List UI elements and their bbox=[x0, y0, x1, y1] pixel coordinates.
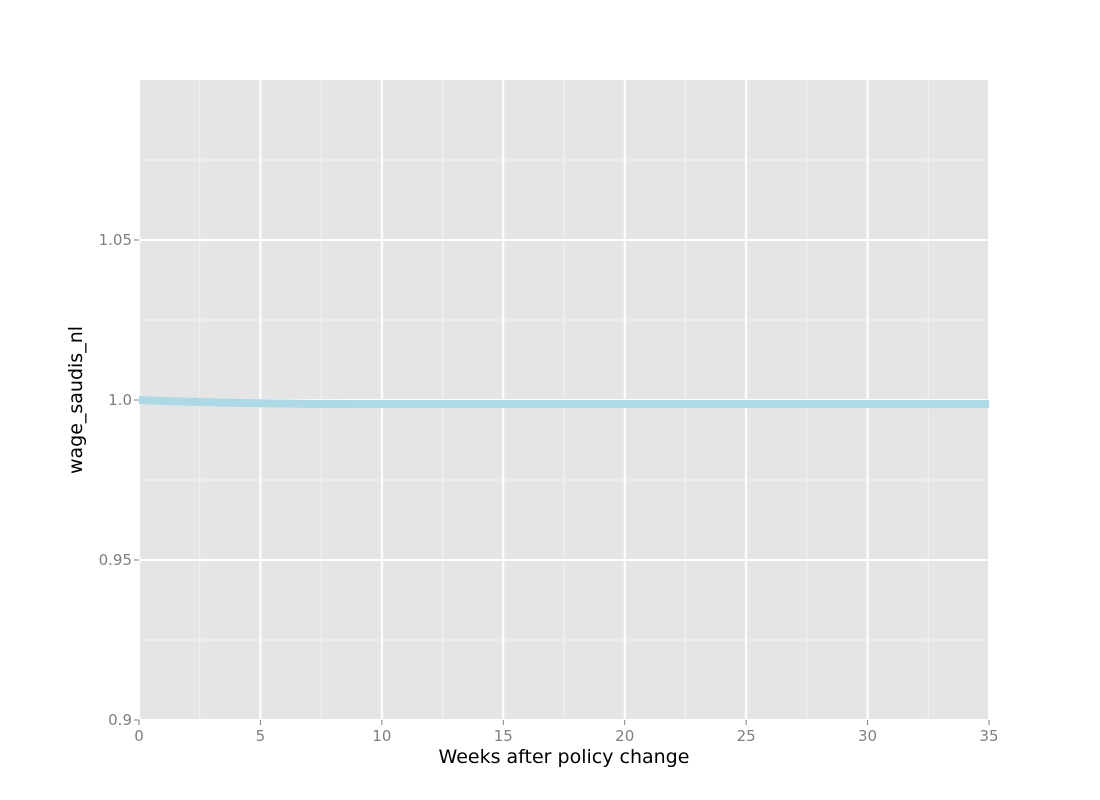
x-tick-label: 15 bbox=[494, 727, 513, 745]
x-tick-label: 10 bbox=[372, 727, 391, 745]
x-tick-label: 0 bbox=[134, 727, 144, 745]
y-tick-label: 1.05 bbox=[99, 231, 132, 249]
series-line bbox=[138, 396, 989, 409]
x-tick-label: 25 bbox=[737, 727, 756, 745]
y-tick-label: 0.9 bbox=[108, 711, 132, 729]
x-tick-label: 20 bbox=[615, 727, 634, 745]
x-tick-label: 30 bbox=[858, 727, 877, 745]
y-tick-label: 0.95 bbox=[99, 551, 132, 569]
grid-lines bbox=[138, 80, 990, 721]
x-axis: 0 5 10 15 20 25 30 35 bbox=[134, 720, 999, 745]
x-tick-label: 35 bbox=[979, 727, 998, 745]
y-tick-label: 1.0 bbox=[108, 391, 132, 409]
y-axis: 0.9 0.95 1.0 1.05 bbox=[99, 231, 139, 729]
x-axis-title: Weeks after policy change bbox=[439, 746, 690, 768]
y-axis-title: wage_saudis_nl bbox=[65, 326, 87, 474]
series-group bbox=[138, 396, 989, 409]
x-tick-label: 5 bbox=[256, 727, 266, 745]
